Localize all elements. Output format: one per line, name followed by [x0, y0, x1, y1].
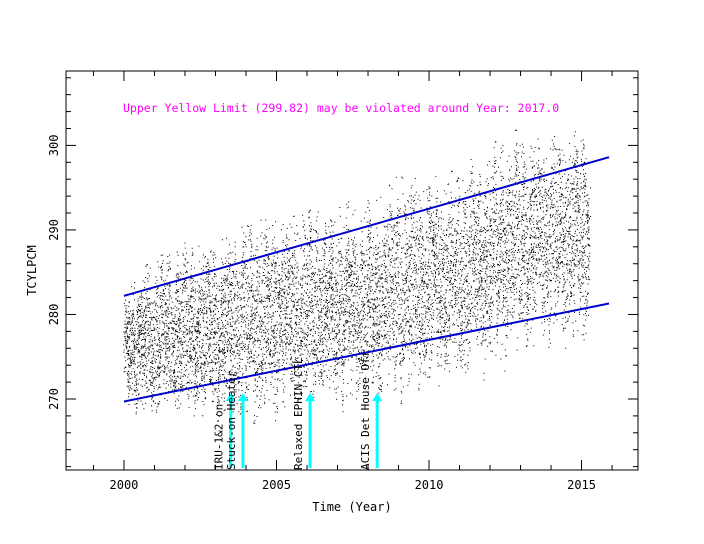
trend-lines	[123, 156, 610, 403]
warning-text: Upper Yellow Limit (299.82) may be viola…	[123, 101, 559, 115]
event-label: Relaxed EPHIN CTL	[292, 357, 305, 470]
y-tick-label: 300	[47, 135, 61, 157]
event-label: ACIS Det House Off	[359, 351, 372, 470]
event-arrowhead	[237, 393, 248, 401]
event-annotations: IRU-1&2 on Stuck-on Heater Relaxed EPHIN C…	[213, 351, 383, 470]
event-arrowhead	[305, 393, 316, 401]
event-label: IRU-1&2 on	[213, 404, 226, 470]
axis-ticks: 2000 2005 2010 2015 270 280 290 300	[47, 71, 638, 492]
x-tick-label: 2005	[262, 478, 291, 492]
y-tick-label: 290	[47, 219, 61, 241]
plot-frame	[65, 70, 639, 471]
lower-trend-line	[123, 302, 610, 403]
event-label: Stuck-on Heater	[225, 370, 238, 470]
x-axis-label: Time (Year)	[312, 500, 391, 514]
upper-trend-line	[123, 156, 610, 297]
x-tick-label: 2010	[415, 478, 444, 492]
event-arrowhead	[372, 393, 383, 401]
y-tick-label: 280	[47, 304, 61, 326]
x-tick-label: 2000	[110, 478, 139, 492]
x-tick-label: 2015	[567, 478, 596, 492]
y-tick-label: 270	[47, 388, 61, 410]
event-arrowhead	[225, 393, 236, 401]
y-axis-label: TCYLPCM	[25, 245, 39, 296]
